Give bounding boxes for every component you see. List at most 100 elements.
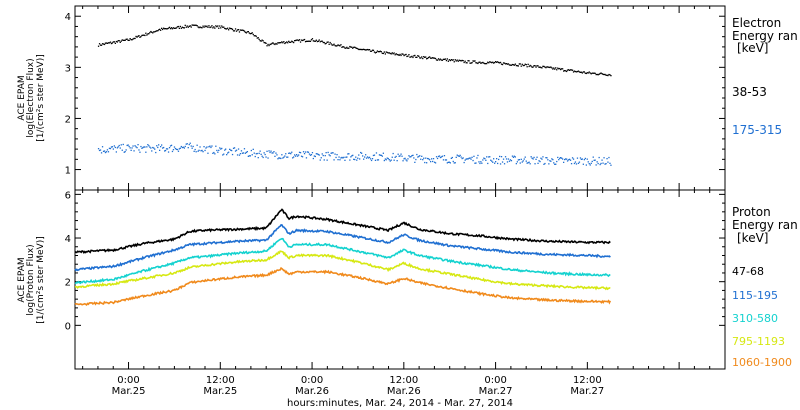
electron-point-38-53 <box>495 61 497 63</box>
electron-point-38-53 <box>177 25 180 28</box>
electron-point-175-315 <box>321 153 323 155</box>
electron-point-38-53 <box>99 44 102 46</box>
electron-point-175-315 <box>263 152 265 154</box>
electron-point-175-315 <box>489 156 491 158</box>
electron-point-38-53 <box>454 59 456 61</box>
electron-point-175-315 <box>320 157 322 159</box>
electron-point-175-315 <box>504 156 507 158</box>
electron-point-175-315 <box>408 155 410 157</box>
electron-point-38-53 <box>155 30 157 32</box>
electron-point-38-53 <box>558 68 560 70</box>
electron-point-38-53 <box>541 67 543 69</box>
electron-point-175-315 <box>112 148 114 150</box>
electron-point-175-315 <box>326 159 328 161</box>
electron-point-38-53 <box>387 52 389 54</box>
electron-point-175-315 <box>556 160 558 163</box>
electron-point-175-315 <box>221 147 223 150</box>
electron-point-38-53 <box>363 48 365 50</box>
electron-point-38-53 <box>173 27 176 29</box>
electron-point-175-315 <box>137 144 139 146</box>
electron-point-38-53 <box>585 72 587 75</box>
x-tick-date-label: Mar.25 <box>203 386 237 397</box>
electron-point-38-53 <box>465 62 467 64</box>
electron-point-38-53 <box>288 40 290 42</box>
electron-point-175-315 <box>394 156 396 158</box>
electron-point-38-53 <box>479 61 481 63</box>
electron-point-38-53 <box>431 57 433 59</box>
electron-point-175-315 <box>350 156 352 158</box>
electron-point-38-53 <box>533 65 535 67</box>
electron-point-38-53 <box>564 70 566 72</box>
electron-point-175-315 <box>467 158 469 160</box>
electron-point-175-315 <box>306 151 309 153</box>
electron-point-38-53 <box>485 63 487 65</box>
electron-point-175-315 <box>315 153 317 155</box>
electron-point-38-53 <box>542 65 544 67</box>
electron-point-38-53 <box>231 28 233 30</box>
electron-point-38-53 <box>457 60 459 62</box>
electron-point-175-315 <box>126 144 128 147</box>
electron-point-38-53 <box>167 27 170 29</box>
electron-point-38-53 <box>453 61 455 63</box>
electron-point-38-53 <box>486 62 488 65</box>
electron-point-38-53 <box>443 58 446 60</box>
electron-point-175-315 <box>379 154 381 156</box>
electron-point-175-315 <box>342 157 344 159</box>
electron-point-175-315 <box>226 154 228 156</box>
proton-series-line-115-195 <box>74 224 611 272</box>
electron-point-38-53 <box>297 39 299 41</box>
electron-point-38-53 <box>111 42 113 44</box>
electron-point-175-315 <box>391 156 393 158</box>
electron-point-175-315 <box>452 160 454 163</box>
electron-point-38-53 <box>409 56 411 58</box>
electron-point-38-53 <box>382 52 384 55</box>
electron-point-38-53 <box>150 30 152 33</box>
electron-point-175-315 <box>540 157 542 159</box>
electron-point-38-53 <box>402 53 404 55</box>
electron-point-38-53 <box>125 38 127 40</box>
electron-point-38-53 <box>364 49 366 51</box>
proton-series-line-795-1193 <box>75 250 611 291</box>
electron-point-175-315 <box>531 157 533 159</box>
electron-point-175-315 <box>307 151 310 153</box>
electron-point-175-315 <box>268 150 270 152</box>
electron-point-175-315 <box>417 156 419 158</box>
electron-point-175-315 <box>310 154 313 156</box>
electron-point-38-53 <box>319 41 321 43</box>
electron-point-175-315 <box>110 146 113 148</box>
electron-point-175-315 <box>505 158 508 160</box>
electron-point-38-53 <box>283 41 285 43</box>
electron-point-38-53 <box>186 25 188 27</box>
electron-point-175-315 <box>323 159 325 161</box>
electron-point-38-53 <box>203 26 205 28</box>
electron-point-38-53 <box>596 73 598 76</box>
electron-point-175-315 <box>364 156 366 158</box>
electron-point-38-53 <box>122 39 124 41</box>
electron-point-175-315 <box>524 156 526 158</box>
electron-point-38-53 <box>108 42 111 44</box>
electron-point-38-53 <box>268 44 270 47</box>
electron-point-38-53 <box>610 75 612 77</box>
electron-point-38-53 <box>546 66 548 68</box>
electron-point-38-53 <box>120 40 122 42</box>
electron-point-175-315 <box>415 158 417 161</box>
electron-point-175-315 <box>450 157 452 159</box>
electron-point-175-315 <box>222 154 224 156</box>
electron-point-38-53 <box>136 36 138 38</box>
electron-point-38-53 <box>594 72 596 74</box>
electron-ytick-label: 4 <box>65 12 71 23</box>
electron-point-175-315 <box>255 153 257 155</box>
electron-point-38-53 <box>339 45 341 47</box>
electron-point-175-315 <box>365 157 368 159</box>
electron-point-38-53 <box>257 37 259 39</box>
electron-point-38-53 <box>439 58 442 60</box>
electron-point-38-53 <box>401 53 403 55</box>
electron-point-175-315 <box>327 151 329 154</box>
electron-point-38-53 <box>477 62 479 65</box>
electron-point-175-315 <box>600 162 602 165</box>
electron-point-175-315 <box>159 149 161 151</box>
electron-point-175-315 <box>103 150 106 152</box>
electron-panel-frame <box>74 5 726 191</box>
electron-point-38-53 <box>464 60 466 62</box>
electron-point-38-53 <box>255 35 257 37</box>
